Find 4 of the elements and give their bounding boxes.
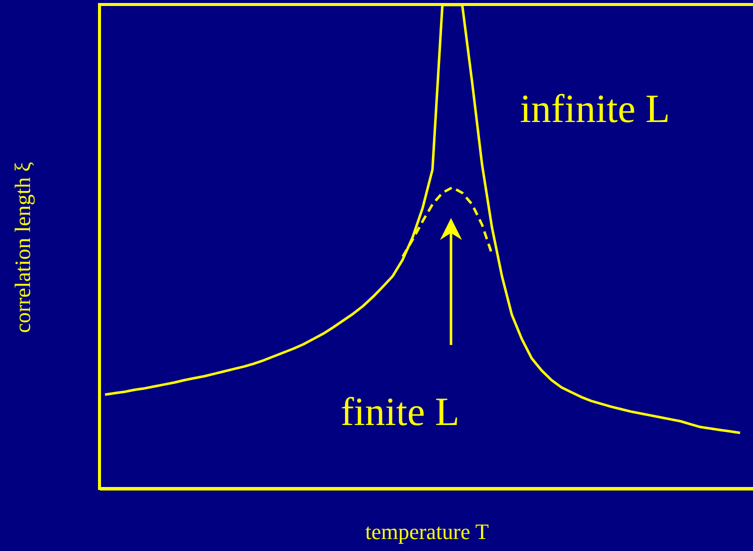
x-axis-title: temperature T [365,519,490,544]
y-axis-title: correlation length ξ [10,162,35,334]
series-label: infinite L [520,86,670,131]
text: finite L [340,389,460,434]
